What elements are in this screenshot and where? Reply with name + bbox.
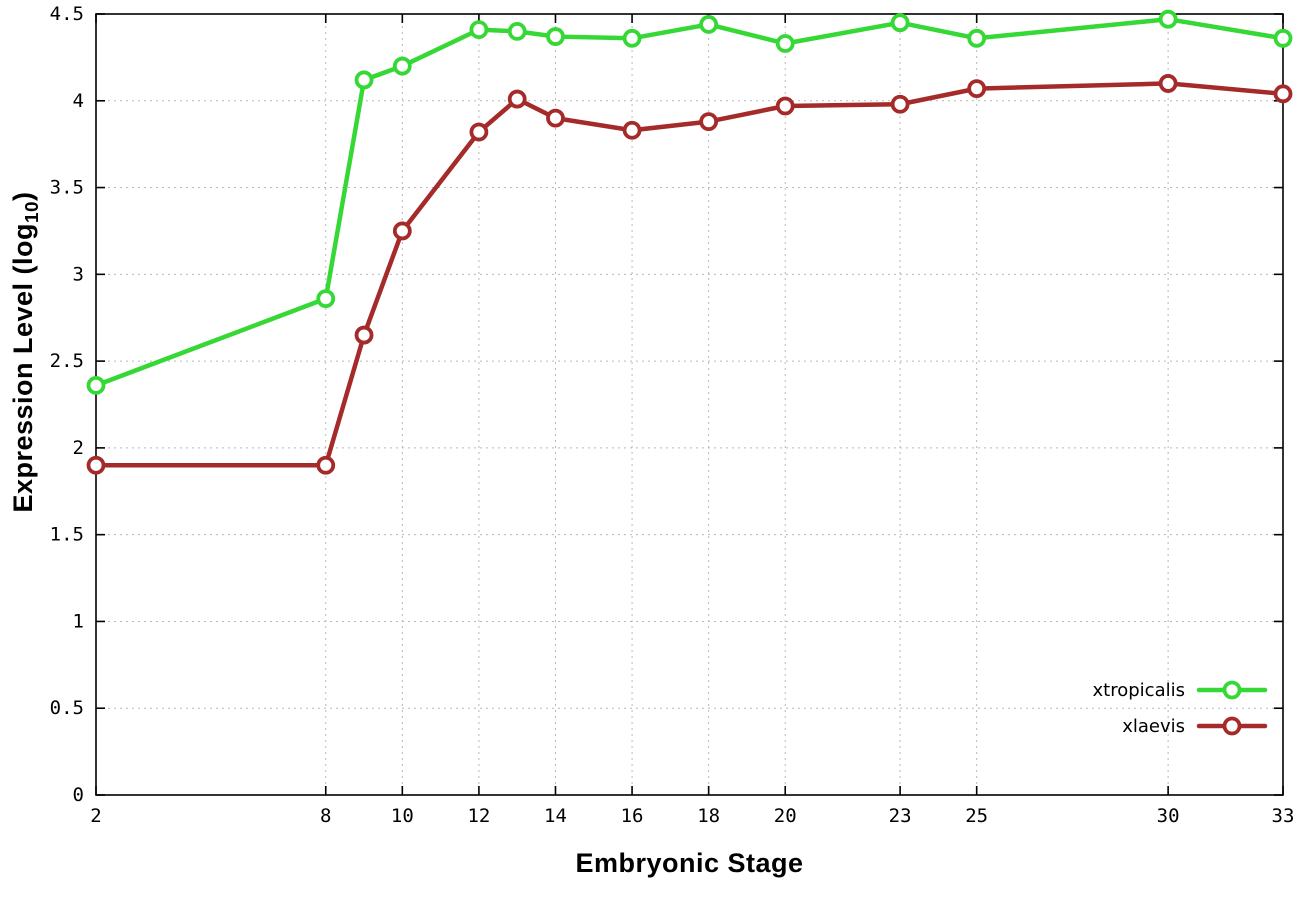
legend-item-xtropicalis: xtropicalis	[1093, 680, 1268, 701]
y-axis-title: Expression Level (log10)	[8, 191, 44, 512]
y-tick-label: 1.5	[50, 524, 84, 546]
x-tick-label: 30	[1157, 805, 1180, 827]
legend-marker-sample	[1222, 680, 1242, 700]
legend-marker-sample	[1222, 716, 1242, 736]
data-point-xtropicalis	[469, 20, 489, 40]
data-point-xtropicalis	[699, 15, 719, 34]
data-point-xtropicalis	[86, 376, 106, 395]
data-point-xlaevis	[354, 325, 374, 345]
x-tick-label: 8	[320, 805, 331, 827]
data-point-xlaevis	[890, 94, 910, 114]
legend-label: xtropicalis	[1093, 680, 1185, 701]
series-xtropicalis	[86, 9, 1293, 395]
x-tick-label: 14	[544, 805, 567, 827]
y-tick-label: 0.5	[50, 697, 84, 719]
data-point-xtropicalis	[1158, 9, 1178, 29]
x-axis-title: Embryonic Stage	[575, 848, 804, 878]
y-tick-label: 2	[73, 437, 84, 459]
y-axis-title-sub: 10	[22, 200, 44, 223]
y-tick-label: 0	[73, 784, 84, 806]
data-point-xlaevis	[775, 96, 795, 116]
grid	[95, 13, 1284, 796]
series-line-xtropicalis	[93, 16, 1286, 388]
y-axis-title-close: )	[7, 191, 38, 201]
x-tick-label: 16	[621, 805, 644, 827]
legend-item-xlaevis: xlaevis	[1122, 716, 1268, 737]
data-point-xtropicalis	[890, 13, 910, 33]
data-point-xtropicalis	[967, 28, 987, 48]
x-tick-label: 10	[391, 805, 414, 827]
data-point-xtropicalis	[507, 21, 527, 41]
data-point-xlaevis	[469, 122, 489, 142]
y-tick-label: 1	[73, 610, 84, 632]
data-point-xtropicalis	[775, 34, 795, 53]
data-point-xlaevis	[1273, 84, 1293, 104]
axes	[95, 13, 1284, 796]
data-point-xlaevis	[546, 108, 565, 128]
x-tick-label: 2	[90, 805, 101, 827]
data-point-xtropicalis	[392, 56, 412, 76]
data-point-xlaevis	[622, 120, 642, 140]
y-tick-label: 4	[73, 90, 84, 112]
data-point-xlaevis	[86, 455, 106, 475]
x-tick-label: 20	[774, 805, 797, 827]
legend-label: xlaevis	[1122, 716, 1185, 737]
x-tick-label: 25	[965, 805, 988, 827]
series-xlaevis	[86, 74, 1293, 475]
data-point-xlaevis	[507, 89, 527, 109]
data-point-xlaevis	[967, 79, 987, 99]
data-point-xtropicalis	[316, 289, 336, 309]
x-tick-label: 18	[697, 805, 720, 827]
y-axis-title-text: Expression Level (log	[7, 222, 38, 513]
data-point-xlaevis	[699, 112, 719, 132]
data-point-xtropicalis	[622, 28, 642, 48]
data-point-xtropicalis	[354, 70, 374, 90]
y-tick-label: 2.5	[50, 350, 84, 372]
data-point-xlaevis	[392, 221, 412, 241]
data-point-xtropicalis	[1273, 28, 1293, 48]
plot-border	[95, 13, 1284, 796]
legend: xtropicalis xlaevis	[1093, 680, 1268, 737]
tick-labels: 0 0.5 1 1.5 2 2.5 3 3.5 4 4.5 2 8 10 12 14 16 18 20 23 25 30…	[50, 3, 1295, 827]
data-point-xlaevis	[1158, 74, 1178, 93]
y-tick-label: 3	[73, 263, 84, 285]
y-tick-label: 4.5	[50, 3, 84, 25]
series-line-xlaevis	[93, 81, 1286, 468]
x-tick-label: 23	[889, 805, 912, 827]
x-tick-label: 33	[1272, 805, 1295, 827]
data-point-xlaevis	[316, 455, 336, 475]
data-point-xtropicalis	[546, 27, 565, 46]
y-tick-label: 3.5	[50, 177, 84, 199]
x-tick-label: 12	[467, 805, 490, 827]
